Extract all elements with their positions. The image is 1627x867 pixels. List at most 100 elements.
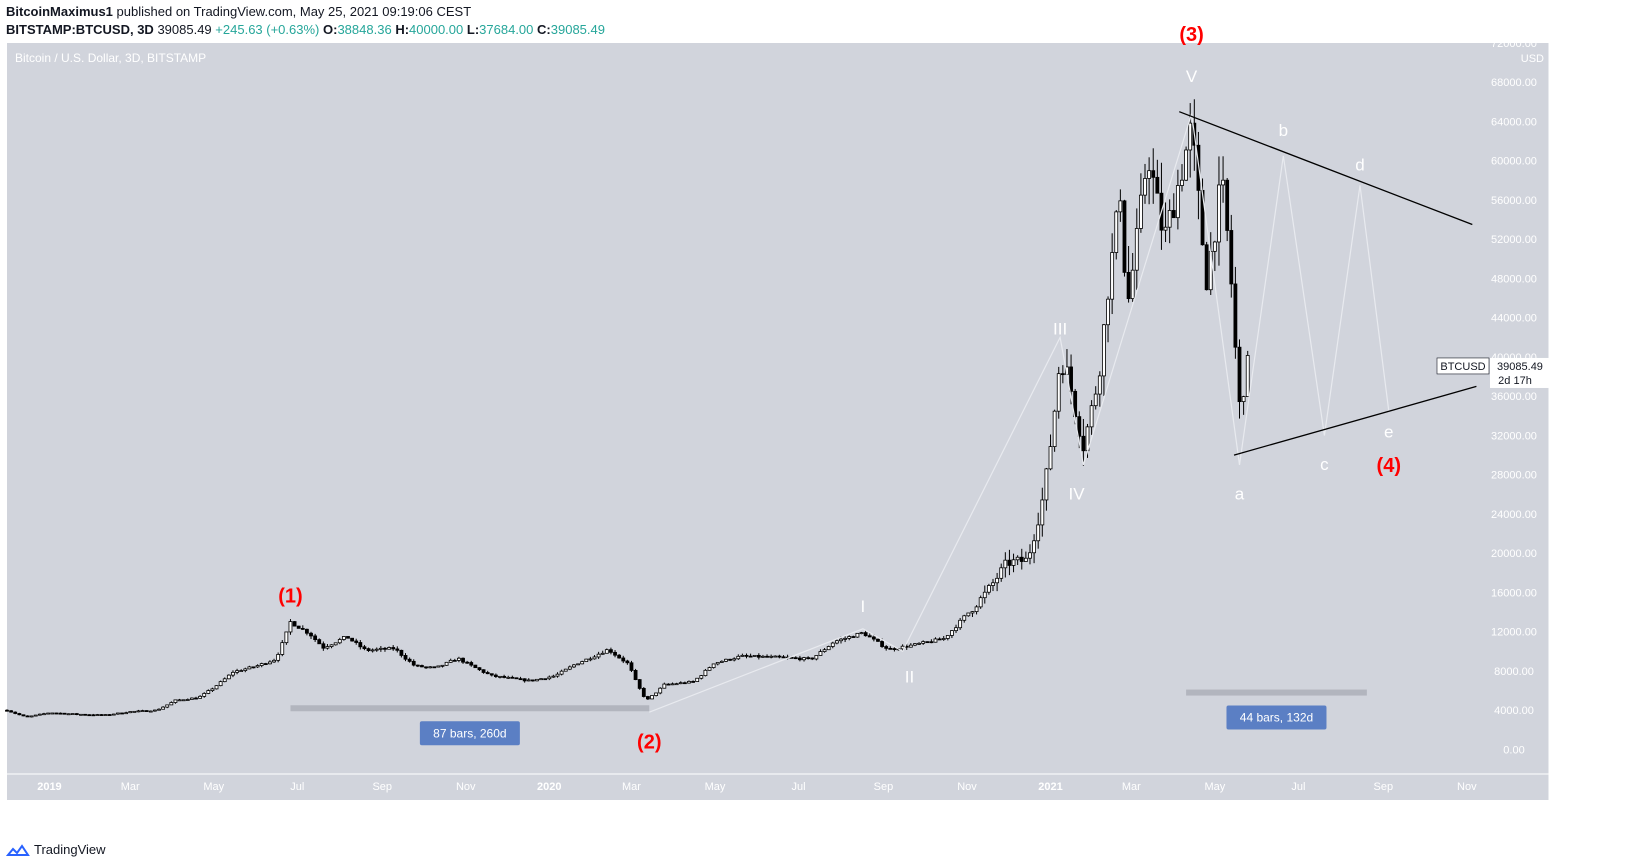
candle-up [214, 685, 219, 690]
candle-down [646, 696, 650, 700]
candle-up [945, 635, 950, 639]
wave-label-minor: b [1279, 121, 1288, 140]
candle-up [337, 639, 342, 644]
candle-down [5, 709, 9, 712]
candle-up [148, 710, 153, 713]
candle-up [140, 710, 145, 712]
candle-down [810, 657, 815, 660]
low-value: 37684.00 [479, 22, 534, 37]
measure-label: 44 bars, 132d [1240, 711, 1313, 725]
candle-down [1019, 556, 1024, 562]
y-tick-label: 24000.00 [1491, 509, 1537, 521]
candle-down [1171, 210, 1176, 219]
candle-up [153, 709, 157, 712]
candle-up [978, 597, 983, 608]
candle-down [194, 697, 198, 700]
candle-up [1175, 185, 1180, 219]
close-label: C: [537, 22, 551, 37]
candle-down [633, 670, 638, 681]
candle-up [136, 710, 141, 713]
candle-down [1122, 200, 1127, 273]
plot-area[interactable] [7, 43, 1549, 800]
candle-down [884, 646, 889, 649]
candle-up [329, 644, 334, 647]
candle-up [958, 619, 963, 629]
candle-up [588, 658, 593, 661]
y-tick-label: 20000.00 [1491, 548, 1537, 560]
candle-down [793, 657, 798, 660]
candle-up [268, 661, 272, 665]
y-tick-label: 32000.00 [1491, 430, 1537, 442]
candle-up [596, 653, 601, 658]
candle-down [473, 664, 478, 669]
candle-up [222, 678, 227, 683]
candle-up [917, 642, 921, 645]
x-tick-label: Mar [121, 781, 140, 793]
candle-down [621, 657, 626, 662]
candle-up [703, 669, 708, 677]
candle-down [1077, 416, 1082, 437]
candle-up [1052, 410, 1057, 447]
candle-down [629, 662, 634, 671]
candle-up [769, 655, 774, 658]
candle-up [157, 708, 161, 711]
candle-up [378, 647, 383, 650]
candle-up [288, 621, 293, 633]
candle-down [54, 712, 59, 715]
y-tick-label: 72000.00 [1491, 38, 1537, 50]
candle-down [465, 661, 470, 664]
candle-up [1102, 324, 1106, 377]
candle-up [732, 658, 737, 661]
candle-down [17, 713, 22, 716]
candle-up [231, 671, 235, 676]
candle-up [173, 699, 178, 703]
currency-label: USD [1521, 53, 1544, 65]
candle-up [1097, 375, 1102, 395]
candle-down [543, 678, 548, 681]
x-tick-label: 2020 [537, 781, 561, 793]
x-tick-label: Sep [1374, 781, 1394, 793]
candle-up [678, 682, 683, 685]
candle-up [161, 706, 166, 710]
candle-up [255, 665, 260, 668]
candle-down [99, 714, 104, 716]
candle-up [1044, 468, 1049, 501]
high-value: 40000.00 [409, 22, 464, 37]
tradingview-logo[interactable]: TradingView [6, 842, 106, 857]
wave-label-major: (1) [278, 585, 302, 607]
wave-label-major: (3) [1179, 24, 1203, 46]
candle-up [736, 655, 741, 660]
candle-up [715, 662, 720, 665]
candle-down [641, 688, 646, 697]
price-tag-box [1490, 357, 1550, 388]
candle-down [403, 655, 408, 660]
candle-up [243, 668, 248, 671]
y-tick-label: 16000.00 [1491, 587, 1537, 599]
candle-up [210, 688, 215, 692]
candle-up [604, 649, 609, 654]
candle-up [982, 591, 987, 599]
author-name[interactable]: BitcoinMaximus1 [6, 4, 113, 19]
wave-label-minor: I [861, 597, 866, 616]
wave-label-minor: e [1384, 422, 1393, 441]
candle-up [1139, 194, 1143, 229]
candle-up [740, 654, 745, 657]
candle-up [843, 637, 848, 640]
candle-down [789, 656, 794, 659]
candle-down [530, 679, 535, 682]
candle-up [773, 655, 778, 658]
candle-down [296, 625, 301, 629]
price-tag-value: 39085.49 [1497, 361, 1543, 373]
candle-down [300, 627, 305, 630]
high-label: H: [395, 22, 410, 37]
candle-down [120, 712, 124, 715]
candle-up [448, 659, 453, 663]
candle-up [1180, 179, 1184, 186]
candle-down [867, 635, 872, 638]
candle-up [950, 630, 954, 636]
candle-down [876, 638, 880, 642]
candle-up [572, 664, 576, 668]
candle-up [1003, 559, 1008, 569]
candle-down [510, 676, 515, 679]
